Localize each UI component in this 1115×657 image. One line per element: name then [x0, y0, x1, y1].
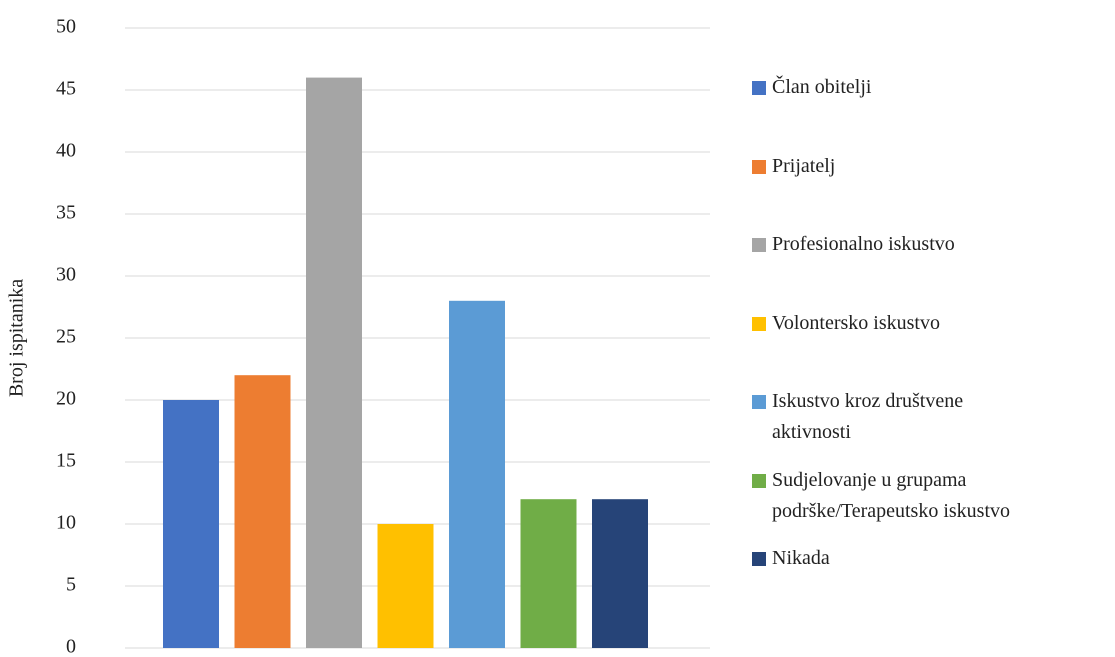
y-tick-label: 10 [56, 512, 76, 534]
y-tick-label: 25 [56, 326, 76, 348]
legend-label: Volontersko iskustvo [772, 311, 940, 334]
legend-label: Nikada [772, 547, 830, 569]
legend-item: Prijatelj [752, 151, 1022, 182]
y-axis-label: Broj ispitanika [6, 279, 28, 397]
y-tick-label: 45 [56, 78, 76, 100]
legend-item: Profesionalno iskustvo [752, 229, 1022, 260]
legend-swatch [752, 395, 766, 409]
legend-swatch [752, 238, 766, 252]
legend-item: Sudjelovanje u grupama podrške/Terapeuts… [752, 465, 1115, 527]
legend-item: Volontersko iskustvo [752, 308, 1022, 339]
legend-swatch [752, 159, 766, 174]
y-tick-label: 40 [56, 140, 76, 162]
bar [592, 499, 648, 648]
legend-item: Iskustvo kroz društvene aktivnosti [752, 386, 1022, 448]
legend-label: Iskustvo kroz društvene aktivnosti [772, 390, 964, 443]
y-tick-label: 30 [56, 264, 76, 286]
y-tick-label: 15 [56, 450, 76, 472]
y-tick-label: 20 [56, 388, 76, 410]
legend-label: Član obitelji [772, 76, 872, 98]
legend-item: Član obitelji [752, 72, 1022, 103]
legend-item: Nikada [752, 543, 1022, 574]
legend-swatch [752, 552, 766, 566]
y-tick-label: 0 [66, 636, 76, 657]
legend-swatch [752, 473, 766, 488]
legend-label: Prijatelj [772, 154, 836, 177]
bar [377, 524, 434, 648]
legend-swatch [752, 316, 766, 331]
legend-label: Profesionalno iskustvo [772, 233, 955, 255]
bar [520, 499, 577, 648]
bar [306, 77, 362, 649]
bar [449, 300, 505, 648]
y-tick-label: 5 [66, 574, 76, 596]
bar [234, 375, 291, 648]
legend-swatch [752, 81, 766, 95]
bar [163, 400, 219, 648]
y-tick-label: 35 [56, 202, 76, 224]
legend-label: Sudjelovanje u grupama podrške/Terapeuts… [772, 468, 1011, 522]
y-tick-label: 50 [56, 16, 76, 38]
